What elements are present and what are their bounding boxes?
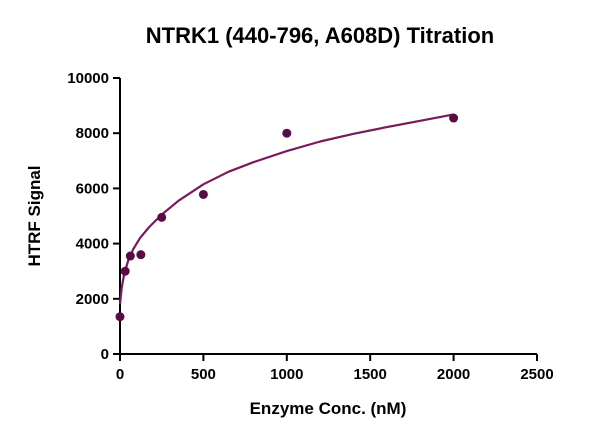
x-tick-label: 2000 [437, 366, 470, 383]
x-tick-label: 0 [116, 366, 124, 383]
data-point [282, 128, 292, 138]
x-tick-label: 2500 [520, 366, 553, 383]
data-point [157, 212, 167, 222]
chart-title: NTRK1 (440-796, A608D) Titration [146, 23, 494, 48]
fit-curve [118, 113, 454, 305]
y-tick-label: 2000 [76, 291, 109, 308]
x-tick-label: 1500 [354, 366, 387, 383]
y-axis-label: HTRF Signal [25, 165, 44, 266]
y-tick-label: 4000 [76, 236, 109, 253]
data-point [449, 113, 459, 123]
y-tick-label: 8000 [76, 125, 109, 142]
y-tick-label: 6000 [76, 180, 109, 197]
data-points-layer [115, 113, 459, 322]
fit-curve-layer [118, 113, 454, 305]
y-tick-label: 0 [101, 346, 109, 363]
data-point [125, 251, 135, 261]
data-point [120, 266, 130, 276]
x-tick-label: 500 [191, 366, 216, 383]
data-point [198, 189, 208, 199]
x-axis-ticks: 0 500 1000 1500 2000 2500 [116, 354, 554, 383]
y-tick-label: 10000 [67, 70, 109, 87]
data-point [136, 250, 146, 260]
x-axis-label: Enzyme Conc. (nM) [250, 399, 407, 418]
x-tick-label: 1000 [270, 366, 303, 383]
y-axis-ticks: 0 2000 4000 6000 8000 10000 [67, 70, 120, 363]
data-point [115, 312, 125, 322]
